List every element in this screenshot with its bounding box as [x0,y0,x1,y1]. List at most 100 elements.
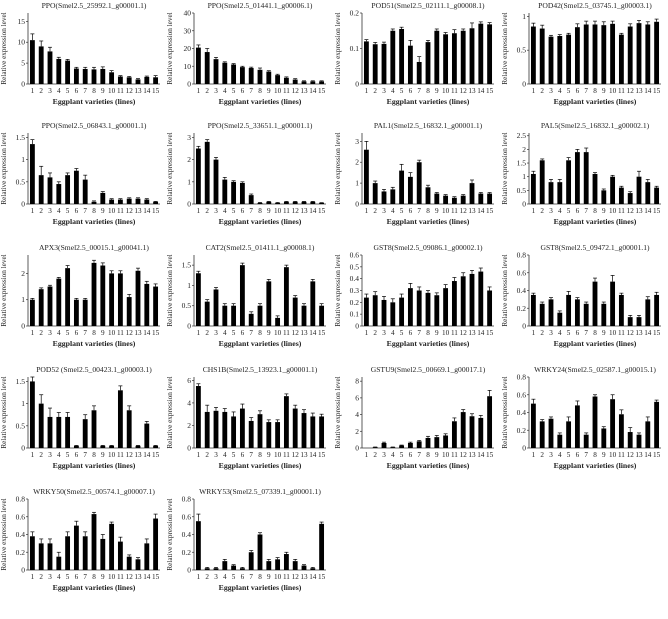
bar [73,170,79,204]
bar [56,416,62,448]
y-axis-label: Relative expression level [166,12,174,84]
bar [135,79,141,84]
x-tick-label: 5 [567,207,571,215]
bar [100,445,106,448]
x-tick-label: 11 [451,329,458,337]
x-tick-label: 8 [593,451,597,459]
y-tick-label: 0 [21,322,25,331]
x-tick-label: 8 [258,329,262,337]
x-tick-label: 4 [223,329,227,337]
bar [283,554,289,570]
x-tick-label: 11 [451,451,458,459]
bar [566,294,572,326]
bar [592,24,598,84]
x-tick-label: 4 [57,207,61,215]
x-tick-label: 9 [435,207,439,215]
bar [434,295,440,326]
x-tick-label: 5 [567,329,571,337]
x-tick-label: 7 [83,207,87,215]
x-tick-label: 13 [134,329,142,337]
y-tick-label: 0.5 [16,177,26,186]
x-axis-label: Eggplant varieties (lines) [53,461,136,470]
x-tick-label: 2 [205,329,209,337]
bar [478,417,484,448]
x-axis-label: Eggplant varieties (lines) [554,461,637,470]
chart-panel: GST8(Smel2.5_09086.1_g00002.1) 0 0.1 0.2 0.3… [334,243,494,348]
y-tick-label: 0.4 [517,408,527,417]
x-axis-label: Eggplant varieties (lines) [219,97,302,106]
x-axis-label: Eggplant varieties (lines) [53,583,136,592]
bar [153,77,159,84]
bar [301,565,307,570]
bar [65,175,71,204]
chart-title: PPO(Smel2.5_33651.1_g00001.1) [208,121,313,130]
y-tick-label: 0 [522,322,526,331]
bar [645,24,651,84]
bar [310,281,316,326]
y-axis-label: Relative expression level [501,254,509,326]
bar [363,149,369,204]
x-tick-label: 5 [66,451,70,459]
bar [654,21,660,85]
bar [372,447,378,448]
x-tick-label: 11 [283,451,290,459]
x-tick-label: 2 [540,329,544,337]
bar [583,303,589,326]
x-tick-label: 12 [460,207,468,215]
bar [557,312,563,326]
x-tick-label: 4 [57,573,61,581]
x-tick-label: 4 [223,573,227,581]
bar [451,421,457,448]
x-tick-label: 11 [618,87,625,95]
bar [574,27,580,84]
chart-title: CAT2(Smel2.5_01411.1_g00008.1) [206,243,315,252]
x-tick-label: 12 [292,207,300,215]
bar [416,290,422,326]
bar [47,286,53,326]
x-tick-label: 10 [274,87,282,95]
bar [390,30,396,84]
x-tick-label: 14 [143,573,151,581]
bar [601,428,607,448]
y-axis-label: Relative expression level [166,498,174,570]
chart-title: GST8(Smel2.5_09472.1_g00001.1) [540,243,650,252]
x-tick-label: 8 [92,329,96,337]
bar [126,297,132,326]
bar [416,61,422,84]
x-tick-label: 7 [584,207,588,215]
bar [627,432,633,448]
bar [390,189,396,204]
x-tick-label: 9 [267,207,271,215]
chart-title: GSTU9(Smel2.5_00669.1_g00017.1) [371,365,486,374]
bar [91,514,97,570]
x-tick-label: 15 [486,207,494,215]
y-tick-label: 0 [187,566,191,575]
x-tick-label: 12 [292,87,300,95]
bar [231,305,237,326]
x-tick-label: 15 [152,329,160,337]
bar [319,81,325,84]
y-tick-label: 1.5 [182,261,192,270]
bar [292,79,298,84]
bar [29,381,35,448]
bar [47,416,53,448]
x-tick-label: 15 [152,87,160,95]
bar [248,420,254,448]
x-tick-label: 2 [39,207,43,215]
bar [301,413,307,448]
x-tick-label: 12 [627,207,635,215]
bar [135,270,141,326]
x-tick-label: 6 [409,451,413,459]
chart-title: PPO(Smel2.5_06843.1_g00001.1) [42,121,147,130]
bar [257,305,263,326]
x-tick-label: 6 [75,451,79,459]
bar [425,437,431,448]
bar [292,408,298,448]
chart-panel: POD42(Smel2.5_03745.1_g00003.1)00.511 2 3 4… [501,1,661,106]
x-tick-label: 11 [618,207,625,215]
y-tick-label: 15 [18,17,26,26]
bar [566,421,572,448]
x-axis-label: Eggplant varieties (lines) [219,339,302,348]
chart-title: PPO(Smel2.5_01441.1_g00006.1) [208,1,313,10]
